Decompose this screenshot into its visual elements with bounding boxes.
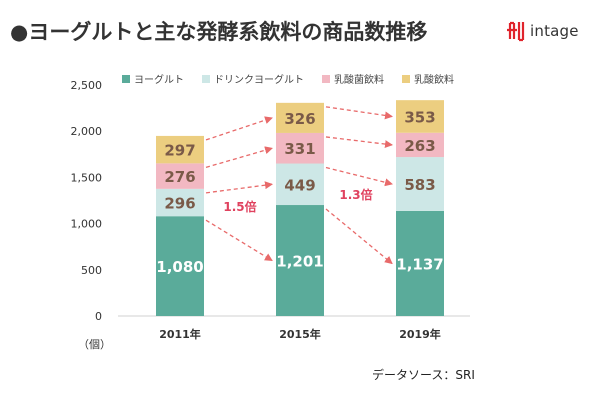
x-tick-label: 2011年 [159, 327, 201, 341]
growth-arrow [325, 106, 393, 120]
ratio-annotation: 1.5倍 [223, 199, 256, 214]
bar-segment [276, 132, 324, 164]
brand-logo: intage [506, 20, 579, 42]
chart-legend: ヨーグルト ドリンクヨーグルト 乳酸菌飲料 乳酸飲料 [122, 71, 454, 86]
data-source: データソース：SRI [372, 368, 475, 382]
x-tick-label: 2019年 [399, 327, 441, 341]
bars [156, 100, 444, 316]
bar-segment [276, 102, 324, 133]
legend-item-drink-yogurt: ドリンクヨーグルト [202, 71, 304, 86]
bar-segment [396, 100, 444, 133]
legend-label: ドリンクヨーグルト [214, 75, 304, 86]
legend-swatch-lactic-bacteria [322, 74, 330, 83]
data-label: 276 [164, 168, 195, 186]
y-tick-label: 1,000 [71, 218, 103, 231]
bar-segment [156, 188, 204, 217]
y-axis-unit: （個） [78, 338, 111, 351]
value-labels: 1,080 296 276 297 1,201 449 331 326 1,137 583 263 3… [156, 108, 443, 276]
bar-segment [396, 132, 444, 158]
legend-item-yogurt: ヨーグルト [122, 71, 184, 86]
growth-arrows [205, 106, 393, 265]
brand-name: intage [530, 22, 579, 40]
bar-segment [156, 135, 204, 164]
data-label: 1,201 [276, 253, 323, 271]
growth-arrow [205, 181, 273, 194]
legend-label: 乳酸飲料 [414, 75, 454, 86]
bar-segment [276, 163, 324, 206]
y-tick-label: 0 [95, 310, 102, 323]
data-label: 263 [404, 137, 435, 155]
legend-label: 乳酸菌飲料 [334, 75, 384, 86]
page-title: ●ヨーグルトと主な発酵系飲料の商品数推移 [10, 20, 428, 44]
legend-item-lactic-drink: 乳酸飲料 [402, 71, 454, 86]
legend-swatch-yogurt [122, 74, 130, 83]
data-label: 353 [404, 108, 435, 126]
intage-logo-icon [507, 21, 525, 42]
bar-segment [396, 210, 444, 316]
data-label: 583 [404, 176, 435, 194]
growth-arrow [205, 146, 273, 168]
data-label: 1,137 [396, 255, 443, 273]
data-label: 1,080 [156, 258, 203, 276]
legend-swatch-drink-yogurt [202, 74, 210, 83]
data-label: 296 [164, 195, 195, 213]
legend-label: ヨーグルト [134, 75, 184, 86]
growth-arrow [205, 219, 273, 262]
bar-segment [396, 157, 444, 211]
legend-swatch-lactic-drink [402, 74, 410, 83]
bar-segment [156, 163, 204, 189]
y-tick-label: 2,000 [71, 125, 103, 138]
data-label: 449 [284, 176, 315, 194]
bar-segment [276, 205, 324, 316]
growth-arrow [325, 166, 393, 187]
ratio-annotation: 1.3倍 [339, 187, 372, 202]
y-tick-label: 2,500 [71, 79, 103, 92]
data-label: 297 [164, 142, 195, 160]
bar-segment [156, 216, 204, 316]
growth-arrow [205, 116, 273, 141]
y-tick-label: 500 [81, 264, 102, 277]
data-label: 331 [284, 140, 315, 158]
legend-item-lactic-bacteria: 乳酸菌飲料 [322, 71, 384, 86]
data-label: 326 [284, 110, 315, 128]
y-tick-label: 1,500 [71, 171, 103, 184]
growth-arrow [325, 208, 393, 265]
growth-arrow [325, 136, 393, 149]
x-tick-label: 2015年 [279, 327, 321, 341]
